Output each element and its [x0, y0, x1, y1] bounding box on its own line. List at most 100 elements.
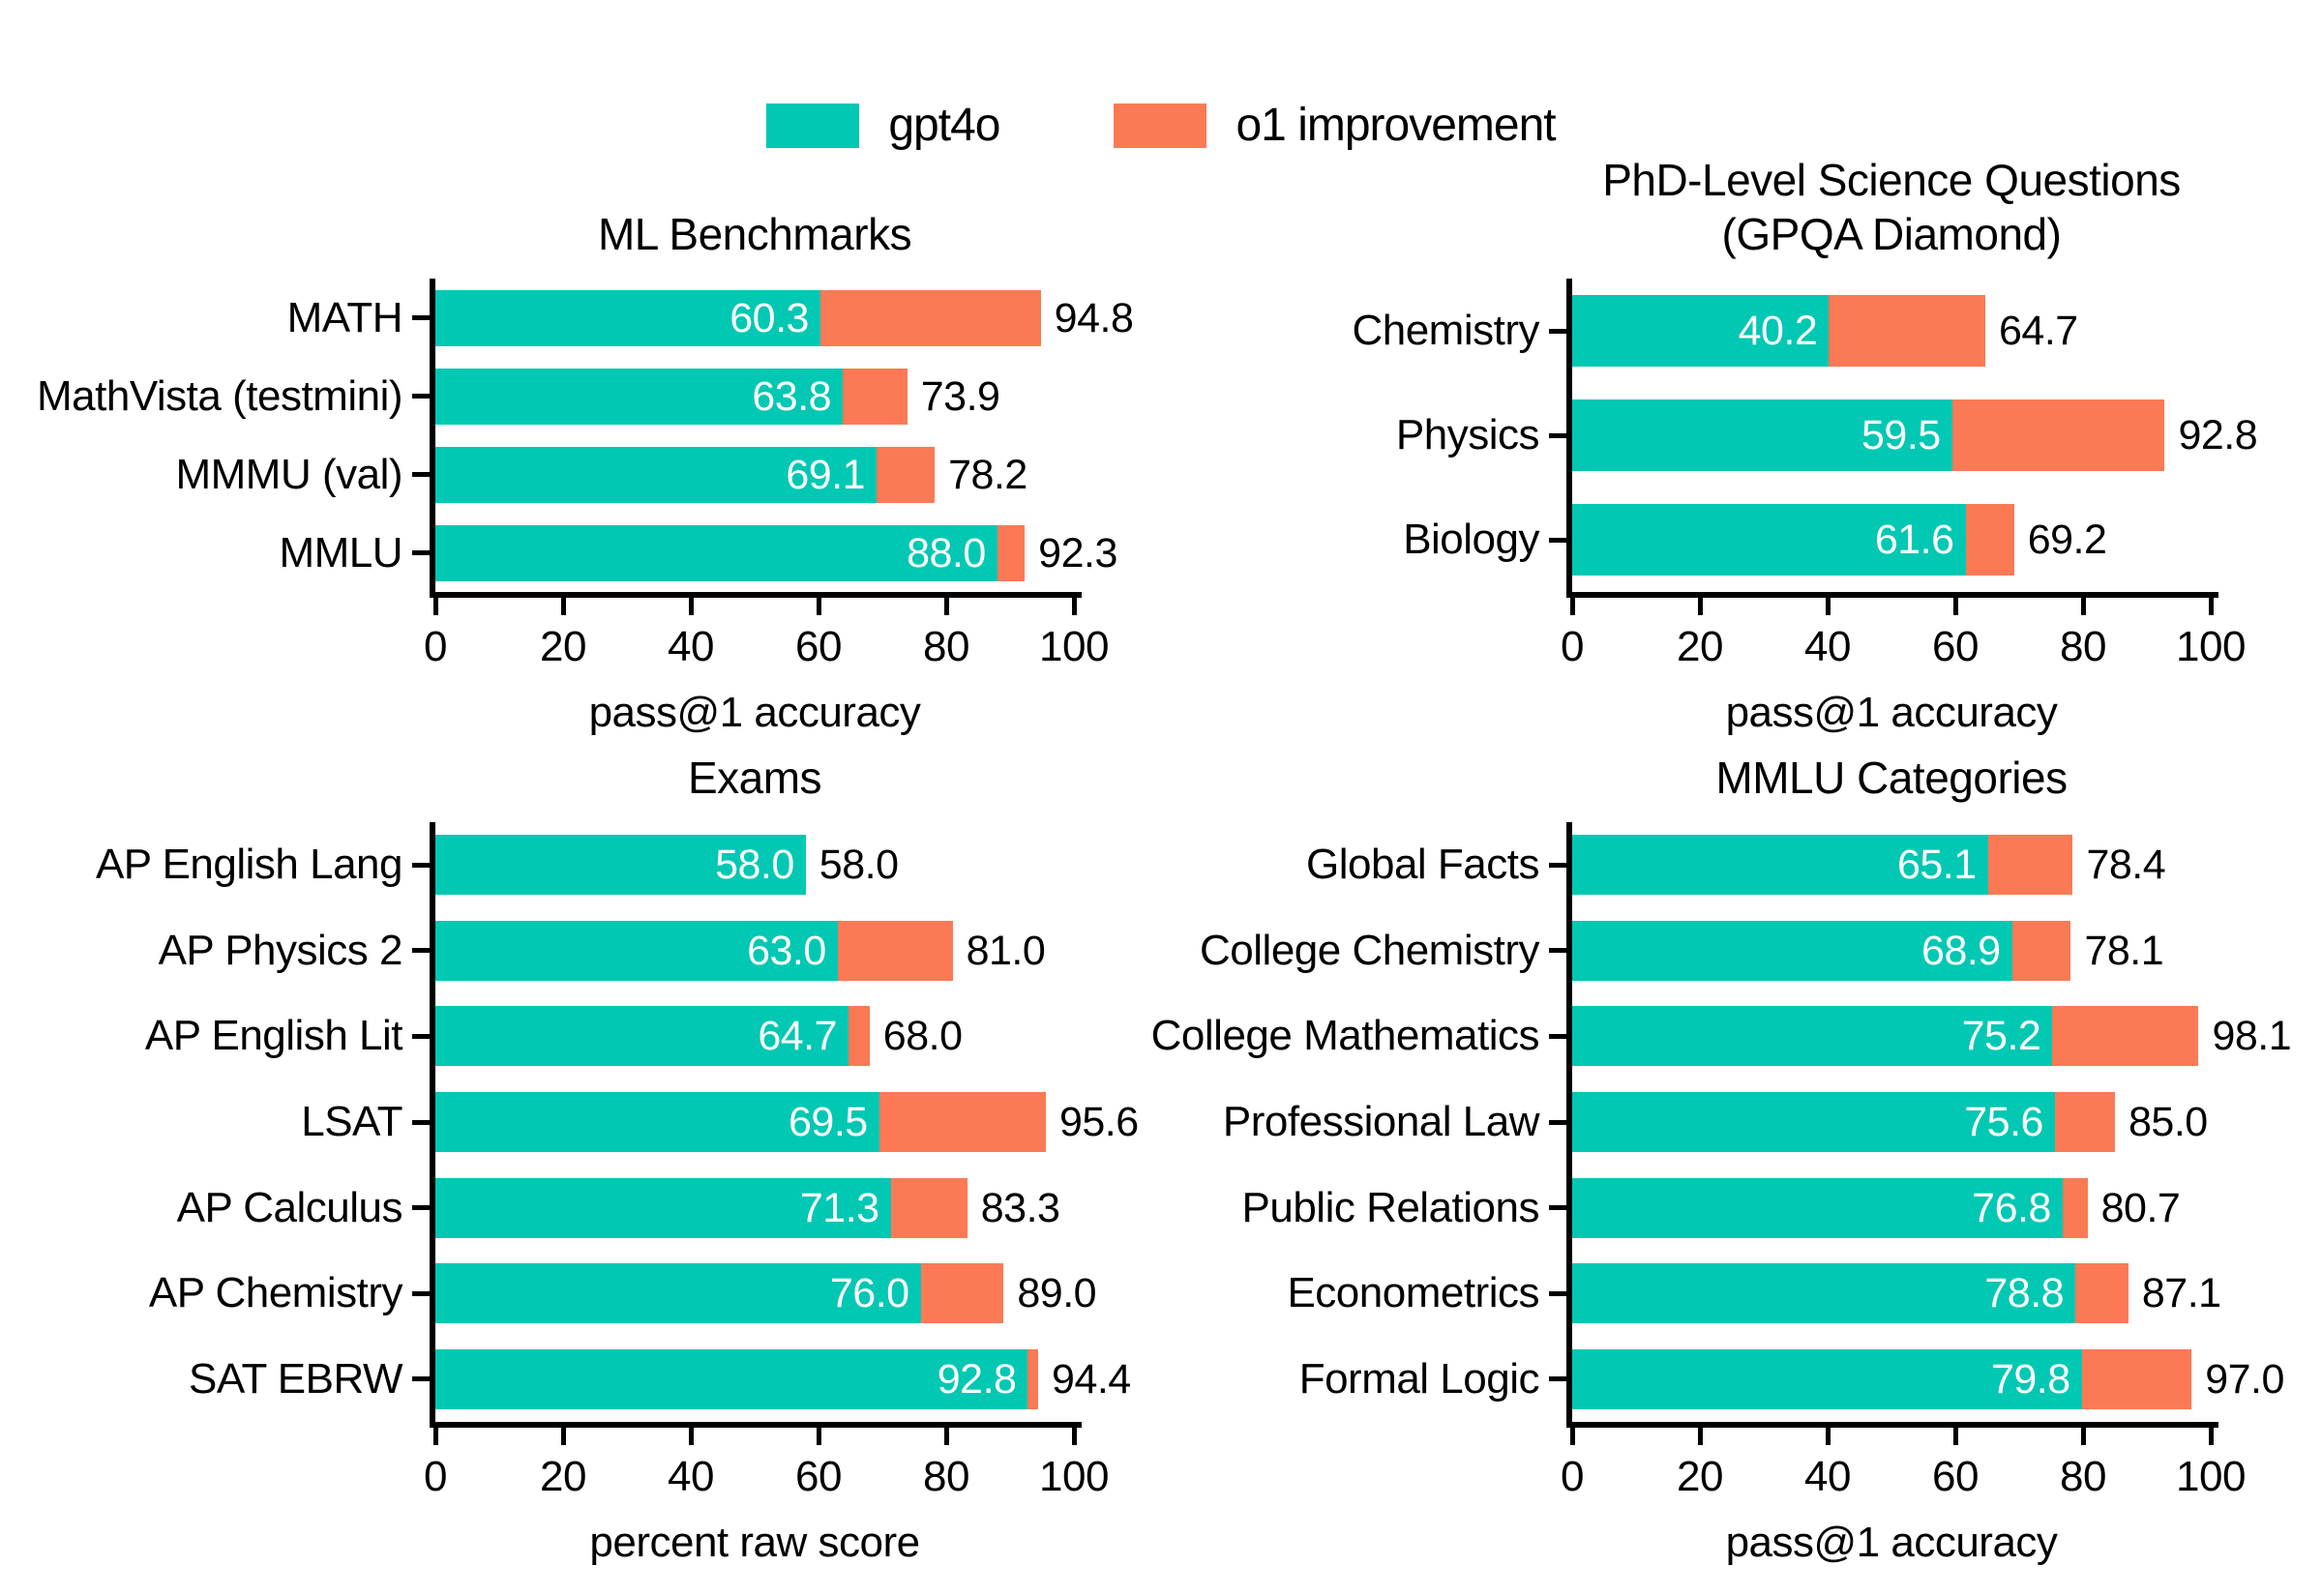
- x-tick: [1697, 1428, 1703, 1445]
- bar-total-label: 78.2: [948, 451, 1027, 498]
- y-tick: [412, 315, 430, 320]
- chart-title: ML Benchmarks: [597, 208, 912, 259]
- category-label: LSAT: [301, 1098, 402, 1145]
- x-tick: [2208, 1428, 2214, 1445]
- bar-total-label: 78.4: [2086, 842, 2166, 889]
- x-tick: [1825, 598, 1831, 615]
- y-tick: [412, 1376, 430, 1382]
- bar-improvement-segment: [2054, 1092, 2115, 1152]
- x-tick-label: 20: [1677, 1453, 1723, 1500]
- bar-improvement-segment: [2062, 1177, 2088, 1238]
- bar-improvement-segment: [843, 368, 908, 425]
- x-axis-label: percent raw score: [589, 1519, 920, 1566]
- x-tick-label: 100: [2176, 1453, 2246, 1500]
- x-tick-label: 80: [923, 623, 969, 670]
- bar-improvement-segment: [2081, 1348, 2192, 1409]
- bar-gpt4o-segment: [1572, 920, 2012, 981]
- x-tick-label: 40: [1804, 623, 1851, 670]
- x-tick: [1952, 1428, 1958, 1445]
- bar-improvement-segment: [920, 1263, 1004, 1324]
- x-tick-label: 60: [1932, 1453, 1979, 1500]
- category-label: College Chemistry: [1200, 926, 1539, 974]
- bar-improvement-segment: [1951, 399, 2165, 471]
- x-tick: [688, 598, 694, 615]
- y-tick: [1549, 862, 1566, 868]
- y-tick: [412, 1290, 430, 1296]
- x-tick: [816, 598, 821, 615]
- bar-value-label: 69.1: [786, 451, 866, 498]
- category-label: Public Relations: [1241, 1183, 1540, 1231]
- y-tick: [412, 1119, 430, 1125]
- x-axis-spine: [430, 592, 1082, 598]
- legend-label-o1-improvement: o1 improvement: [1235, 100, 1556, 151]
- x-tick-label: 40: [1804, 1453, 1851, 1500]
- bar-gpt4o-segment: [1572, 1006, 2053, 1067]
- x-tick-label: 20: [540, 1453, 586, 1500]
- bar-improvement-segment: [2011, 920, 2071, 981]
- bar-gpt4o-segment: [1572, 295, 1830, 367]
- category-label: SAT EBRW: [189, 1354, 402, 1403]
- x-tick-label: 100: [2176, 623, 2246, 670]
- bar-gpt4o-segment: [1572, 835, 1988, 896]
- x-axis-spine: [1566, 592, 2218, 598]
- category-label: Global Facts: [1306, 841, 1539, 889]
- x-tick: [1952, 598, 1958, 615]
- bar-improvement-segment: [877, 446, 936, 503]
- bar-value-label: 64.7: [758, 1013, 838, 1060]
- bar-gpt4o-segment: [1572, 399, 1952, 471]
- bar-gpt4o-segment: [435, 524, 997, 581]
- bar-total-label: 80.7: [2100, 1184, 2181, 1231]
- legend-item-o1-improvement: o1 improvement: [1114, 99, 1557, 152]
- bar-total-label: 58.0: [819, 842, 899, 889]
- bar-total-label: 97.0: [2205, 1355, 2284, 1403]
- x-tick-label: 40: [668, 623, 714, 670]
- bar-value-label: 71.3: [799, 1184, 879, 1231]
- bar-total-label: 94.4: [1052, 1355, 1131, 1403]
- bar-gpt4o-segment: [435, 1263, 921, 1324]
- bar-value-label: 63.8: [752, 372, 832, 420]
- category-label: Formal Logic: [1298, 1354, 1540, 1403]
- bar-improvement-segment: [878, 1092, 1046, 1152]
- bar-total-label: 98.1: [2212, 1013, 2292, 1060]
- x-tick: [2080, 598, 2086, 615]
- bar-total-label: 78.1: [2084, 927, 2164, 974]
- bar-value-label: 88.0: [907, 529, 986, 576]
- y-tick: [412, 1205, 430, 1211]
- category-label: MATH: [286, 293, 403, 341]
- bar-improvement-segment: [1829, 295, 1985, 367]
- x-tick: [816, 1428, 821, 1445]
- bar-gpt4o-segment: [435, 368, 844, 425]
- bar-gpt4o-segment: [1572, 1348, 2082, 1409]
- x-tick: [1071, 1428, 1077, 1445]
- y-tick: [412, 472, 430, 477]
- legend-label-gpt4o: gpt4o: [888, 100, 1000, 151]
- x-tick: [1071, 598, 1077, 615]
- y-tick: [1549, 432, 1566, 438]
- bar-value-label: 76.8: [1972, 1184, 2051, 1231]
- x-tick: [2080, 1428, 2086, 1445]
- x-tick-label: 100: [1039, 1453, 1109, 1500]
- bar-improvement-segment: [848, 1006, 870, 1067]
- bar-value-label: 75.6: [1964, 1099, 2043, 1145]
- bar-total-label: 89.0: [1017, 1270, 1097, 1317]
- bar-improvement-segment: [1987, 835, 2073, 896]
- bar-improvement-segment: [997, 524, 1026, 581]
- bar-gpt4o-segment: [435, 835, 806, 896]
- y-tick: [1549, 537, 1566, 543]
- legend-swatch-gpt4o: [766, 103, 860, 148]
- x-tick-label: 100: [1039, 623, 1109, 670]
- x-axis-label: pass@1 accuracy: [1725, 689, 2058, 736]
- y-tick: [1549, 1119, 1566, 1125]
- category-label: AP Calculus: [176, 1183, 403, 1231]
- bar-value-label: 60.3: [729, 294, 809, 341]
- bar-gpt4o-segment: [435, 1348, 1028, 1409]
- bar-gpt4o-segment: [435, 920, 838, 981]
- category-label: Physics: [1395, 411, 1540, 458]
- bar-value-label: 76.0: [829, 1270, 909, 1317]
- bar-value-label: 92.8: [937, 1355, 1017, 1403]
- x-tick: [2208, 598, 2214, 615]
- category-label: AP English Lang: [95, 841, 403, 889]
- x-tick: [1569, 1428, 1575, 1445]
- bar-gpt4o-segment: [1572, 1092, 2055, 1152]
